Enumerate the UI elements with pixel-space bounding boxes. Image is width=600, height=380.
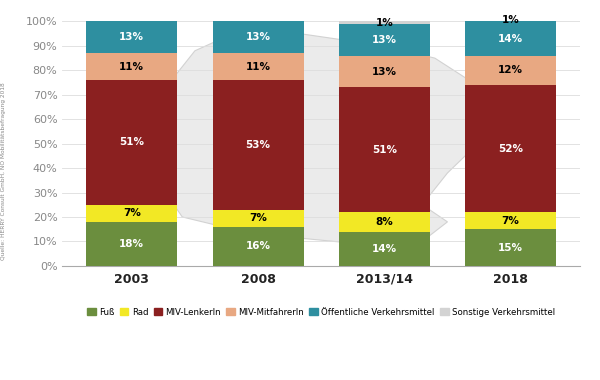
Bar <box>465 19 556 21</box>
PathPatch shape <box>145 31 485 246</box>
Bar <box>86 53 177 80</box>
Text: 18%: 18% <box>119 239 144 249</box>
Text: 53%: 53% <box>245 140 271 150</box>
Bar <box>465 21 556 56</box>
Bar <box>86 21 177 53</box>
Bar <box>339 24 430 56</box>
Bar <box>212 53 304 80</box>
Text: 13%: 13% <box>372 66 397 76</box>
Bar <box>86 205 177 222</box>
Text: 7%: 7% <box>502 215 520 226</box>
Bar <box>212 227 304 266</box>
Bar <box>339 21 430 24</box>
Bar <box>212 21 304 53</box>
Text: 7%: 7% <box>123 208 140 218</box>
Bar <box>86 80 177 205</box>
Bar <box>339 232 430 266</box>
Bar <box>465 229 556 266</box>
Text: Quelle: HERRY Consult GmbH, NÖ Mobilitätsbefragung 2018: Quelle: HERRY Consult GmbH, NÖ Mobilität… <box>0 82 6 260</box>
Text: 16%: 16% <box>245 241 271 251</box>
Text: 14%: 14% <box>372 244 397 254</box>
Text: 8%: 8% <box>376 217 393 227</box>
Bar <box>339 87 430 212</box>
Bar <box>212 210 304 227</box>
Text: 1%: 1% <box>502 15 520 25</box>
Bar <box>212 80 304 210</box>
Text: 13%: 13% <box>119 32 144 42</box>
Bar <box>339 56 430 87</box>
Legend: Fuß, Rad, MIV-LenkerIn, MIV-MitfahrerIn, Öffentliche Verkehrsmittel, Sonstige Ve: Fuß, Rad, MIV-LenkerIn, MIV-MitfahrerIn,… <box>84 304 559 320</box>
Text: 12%: 12% <box>498 65 523 75</box>
Bar <box>86 222 177 266</box>
Bar <box>465 56 556 85</box>
Text: 52%: 52% <box>498 144 523 154</box>
Bar <box>465 85 556 212</box>
Text: 7%: 7% <box>249 213 267 223</box>
Text: 15%: 15% <box>498 242 523 253</box>
Text: 11%: 11% <box>245 62 271 72</box>
Text: 1%: 1% <box>376 18 393 28</box>
Text: 11%: 11% <box>119 62 144 72</box>
Text: 51%: 51% <box>372 145 397 155</box>
Text: 14%: 14% <box>498 33 523 44</box>
Text: 51%: 51% <box>119 138 144 147</box>
Bar <box>339 212 430 232</box>
Text: 13%: 13% <box>245 32 271 42</box>
Bar <box>465 212 556 229</box>
Text: 13%: 13% <box>372 35 397 45</box>
